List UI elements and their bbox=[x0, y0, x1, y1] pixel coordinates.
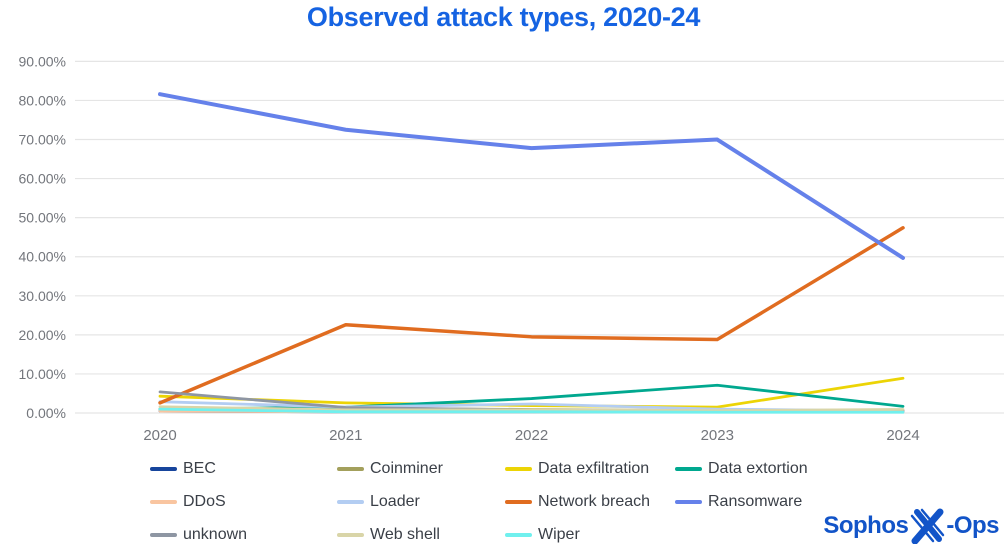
x-axis-tick-label: 2023 bbox=[701, 427, 734, 444]
y-axis-tick-label: 10.00% bbox=[19, 366, 66, 382]
chart-legend: BEC Coinminer Data exfiltration Data extort… bbox=[150, 458, 808, 546]
series-line-network-breach bbox=[158, 226, 905, 405]
y-axis-tick-label: 90.00% bbox=[19, 53, 66, 69]
legend-label: Loader bbox=[370, 493, 420, 510]
legend-item-wiper: Wiper bbox=[505, 524, 675, 546]
legend-item-data-exfiltration: Data exfiltration bbox=[505, 458, 675, 480]
logo-text-ops: -Ops bbox=[946, 512, 999, 539]
y-axis-tick-label: 0.00% bbox=[26, 405, 66, 421]
legend-item-ransomware: Ransomware bbox=[675, 491, 808, 513]
series-line-ransomware bbox=[158, 92, 905, 260]
legend-label: Network breach bbox=[538, 493, 651, 510]
line-chart-plot-area: 0.00% 10.00% 20.00% 30.00% 40.00% 50.00% 60.00… bbox=[19, 53, 1004, 444]
y-axis-tick-label: 80.00% bbox=[19, 92, 66, 108]
legend-item-bec: BEC bbox=[150, 458, 337, 480]
legend-label: Ransomware bbox=[708, 493, 803, 510]
legend-item-coinminer: Coinminer bbox=[337, 458, 505, 480]
legend-swatch bbox=[675, 467, 702, 471]
y-axis-tick-label: 30.00% bbox=[19, 288, 66, 304]
y-axis-tick-label: 40.00% bbox=[19, 249, 66, 265]
x-axis-tick-label: 2020 bbox=[143, 427, 176, 444]
legend-item-data-extortion: Data extortion bbox=[675, 458, 808, 480]
legend-swatch bbox=[337, 467, 364, 471]
x-axis-tick-label: 2024 bbox=[886, 427, 919, 444]
y-axis-tick-label: 20.00% bbox=[19, 327, 66, 343]
legend-swatch bbox=[150, 500, 177, 504]
legend-item-loader: Loader bbox=[337, 491, 505, 513]
legend-label: DDoS bbox=[183, 493, 226, 510]
y-axis-tick-label: 50.00% bbox=[19, 210, 66, 226]
legend-label: Wiper bbox=[538, 526, 580, 543]
chart-title: Observed attack types, 2020-24 bbox=[306, 2, 701, 32]
legend-swatch bbox=[505, 467, 532, 471]
legend-swatch bbox=[337, 533, 364, 537]
legend-swatch bbox=[150, 533, 177, 537]
x-axis-tick-label: 2021 bbox=[329, 427, 362, 444]
y-axis-tick-label: 60.00% bbox=[19, 171, 66, 187]
x-mark-icon bbox=[911, 508, 945, 544]
y-axis-tick-label: 70.00% bbox=[19, 132, 66, 148]
legend-swatch bbox=[337, 500, 364, 504]
legend-label: Web shell bbox=[370, 526, 440, 543]
series-line-data-exfiltration bbox=[158, 376, 905, 409]
x-axis-tick-label: 2022 bbox=[515, 427, 548, 444]
legend-item-unknown: unknown bbox=[150, 524, 337, 546]
series-line-web-shell bbox=[158, 405, 905, 413]
legend-label: Data extortion bbox=[708, 460, 808, 477]
legend-label: Data exfiltration bbox=[538, 460, 650, 477]
legend-item-ddos: DDoS bbox=[150, 491, 337, 513]
legend-item-network-breach: Network breach bbox=[505, 491, 675, 513]
sophos-x-ops-logo: Sophos -Ops bbox=[823, 508, 999, 544]
legend-swatch bbox=[675, 500, 702, 504]
legend-swatch bbox=[150, 467, 177, 471]
legend-swatch bbox=[505, 533, 532, 537]
logo-text-sophos: Sophos bbox=[823, 512, 909, 539]
legend-item-web-shell: Web shell bbox=[337, 524, 505, 546]
series-line-wiper bbox=[158, 407, 905, 414]
legend-label: unknown bbox=[183, 526, 248, 543]
legend-label: BEC bbox=[183, 460, 216, 477]
legend-label: Coinminer bbox=[370, 460, 443, 477]
legend-swatch bbox=[505, 500, 532, 504]
